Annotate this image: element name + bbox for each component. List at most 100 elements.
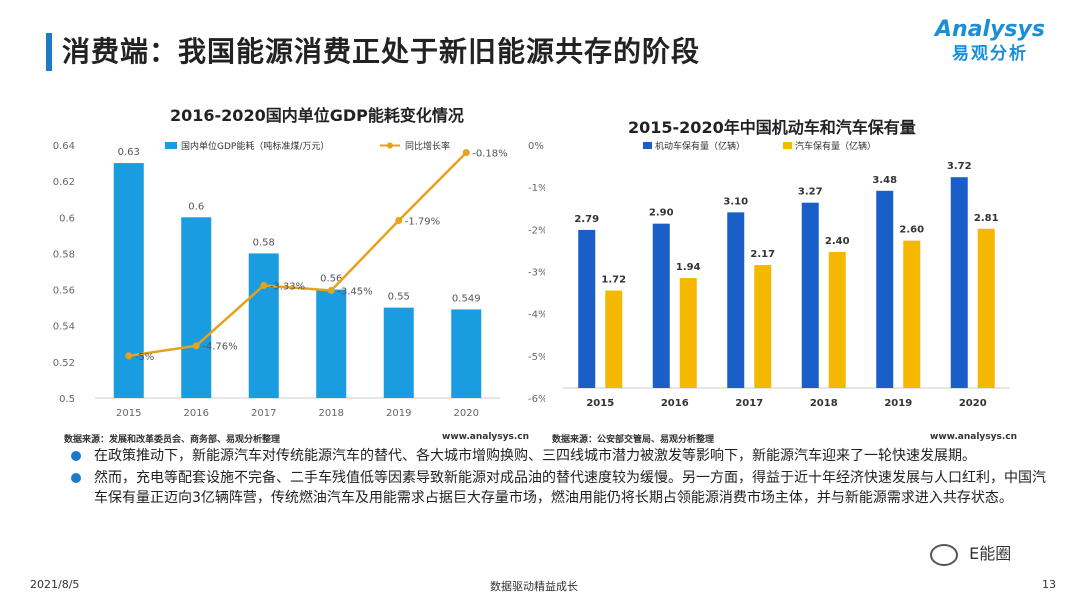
x-tick-label: 2020 bbox=[454, 408, 479, 419]
chart1-gdp-energy: 0.5 0.52 0.54 0.56 0.58 0.6 0.62 0.64 -6% -5% -4% -… bbox=[53, 140, 545, 419]
bullet-item: 在政策推动下，新能源汽车对传统能源汽车的替代、各大城市增购换购、三四线城市潜力被… bbox=[60, 446, 1050, 466]
logo-text-cn: 易观分析 bbox=[952, 44, 1028, 64]
legend-marker bbox=[387, 142, 393, 149]
chart1-title: 2016-2020国内单位GDP能耗变化情况 bbox=[170, 106, 464, 125]
page-title: 消费端：我国能源消费正处于新旧能源共存的阶段 bbox=[62, 35, 701, 68]
bar-car bbox=[679, 278, 697, 388]
x-tick-label: 2015 bbox=[586, 398, 614, 409]
x-tick-label: 2018 bbox=[810, 398, 838, 409]
x-tick-label: 2017 bbox=[735, 398, 763, 409]
bar bbox=[383, 307, 414, 398]
x-tick-label: 2018 bbox=[319, 408, 344, 419]
growth-value-label: -0.18% bbox=[472, 149, 507, 160]
footer-date: 2021/8/5 bbox=[30, 578, 80, 591]
growth-value-label: -5% bbox=[135, 352, 154, 363]
bar-motor-vehicle bbox=[801, 202, 819, 388]
y-tick-label: 0.56 bbox=[53, 286, 75, 297]
bar-value-label: 0.63 bbox=[118, 147, 140, 158]
x-tick-label: 2020 bbox=[959, 398, 987, 409]
bar-value-label: 1.72 bbox=[601, 275, 626, 286]
summary-bullets: 在政策推动下，新能源汽车对传统能源汽车的替代、各大城市增购换购、三四线城市潜力被… bbox=[60, 446, 1050, 510]
bar-motor-vehicle bbox=[652, 223, 670, 388]
growth-point bbox=[462, 149, 470, 157]
y2-tick-label: -6% bbox=[528, 394, 545, 405]
logo-text-en: Analysys bbox=[935, 17, 1045, 42]
bar bbox=[181, 217, 212, 398]
growth-point bbox=[395, 216, 403, 224]
x-tick-label: 2019 bbox=[386, 408, 411, 419]
bar-value-label: 2.90 bbox=[649, 208, 674, 219]
footer-slogan: 数据驱动精益成长 bbox=[490, 580, 578, 593]
footer-page-number: 13 bbox=[1042, 578, 1056, 591]
bar-motor-vehicle bbox=[950, 177, 968, 388]
x-tick-label: 2016 bbox=[661, 398, 689, 409]
growth-value-label: -3.45% bbox=[337, 286, 372, 297]
bar-motor-vehicle bbox=[578, 229, 596, 388]
y2-tick-label: -3% bbox=[528, 268, 545, 279]
legend-label: 同比增长率 bbox=[405, 140, 450, 152]
bar-value-label: 2.81 bbox=[974, 213, 999, 224]
bar-value-label: 0.55 bbox=[388, 292, 410, 303]
y2-tick-label: -4% bbox=[528, 310, 545, 321]
y2-tick-label: -1% bbox=[528, 183, 545, 194]
y-tick-label: 0.58 bbox=[53, 249, 75, 260]
bar-value-label: 1.94 bbox=[676, 262, 701, 273]
bar-motor-vehicle bbox=[727, 212, 745, 388]
bar bbox=[316, 289, 347, 398]
legend-label: 汽车保有量（亿辆） bbox=[795, 140, 876, 152]
bar-car bbox=[903, 240, 921, 388]
chart2-title: 2015-2020年中国机动车和汽车保有量 bbox=[628, 118, 916, 137]
legend-label: 国内单位GDP能耗（吨标准煤/万元） bbox=[181, 140, 329, 152]
bar-value-label: 0.56 bbox=[320, 274, 342, 285]
growth-point bbox=[260, 281, 268, 289]
bar bbox=[451, 309, 482, 398]
bar-value-label: 3.48 bbox=[872, 175, 897, 186]
growth-point bbox=[327, 286, 335, 294]
bar-value-label: 0.58 bbox=[253, 237, 275, 248]
legend-swatch-bar bbox=[165, 142, 177, 149]
x-tick-label: 2017 bbox=[251, 408, 276, 419]
brand-logo: Analysys 易观分析 bbox=[930, 18, 1050, 66]
growth-value-label: -3.33% bbox=[270, 281, 305, 292]
bar-value-label: 3.10 bbox=[723, 196, 748, 207]
y-tick-label: 0.52 bbox=[53, 358, 75, 369]
growth-value-label: -4.76% bbox=[202, 342, 237, 353]
y-tick-label: 0.54 bbox=[53, 322, 75, 333]
bullet-dot-icon bbox=[71, 473, 81, 483]
chart1-site: www.analysys.cn bbox=[442, 432, 530, 442]
growth-line bbox=[128, 151, 468, 358]
chart2-site: www.analysys.cn bbox=[930, 432, 1018, 442]
wechat-label: E能圈 bbox=[969, 544, 1012, 563]
legend-swatch bbox=[783, 142, 792, 149]
y2-tick-label: -5% bbox=[528, 352, 545, 363]
x-tick-label: 2019 bbox=[884, 398, 912, 409]
bar-car bbox=[605, 290, 623, 388]
growth-value-label: -1.79% bbox=[405, 216, 440, 227]
x-tick-label: 2015 bbox=[116, 408, 141, 419]
bar bbox=[248, 253, 279, 398]
growth-point bbox=[192, 342, 200, 350]
bar-motor-vehicle bbox=[876, 190, 894, 388]
bar-value-label: 2.79 bbox=[574, 214, 599, 225]
bar-car bbox=[828, 252, 846, 388]
x-tick-label: 2016 bbox=[184, 408, 209, 419]
bullet-text: 在政策推动下，新能源汽车对传统能源汽车的替代、各大城市增购换购、三四线城市潜力被… bbox=[94, 448, 976, 464]
y2-tick-label: 0% bbox=[528, 141, 544, 152]
bar-value-label: 2.17 bbox=[750, 249, 775, 260]
bar-value-label: 0.549 bbox=[452, 293, 481, 304]
bullet-text: 然而，充电等配套设施不完备、二手车残值低等因素导致新能源对成品油的替代速度较为缓… bbox=[94, 470, 1046, 506]
bullet-dot-icon bbox=[71, 451, 81, 461]
bar-value-label: 2.40 bbox=[825, 236, 850, 247]
y-tick-label: 0.5 bbox=[59, 394, 75, 405]
legend-label: 机动车保有量（亿辆） bbox=[655, 140, 745, 152]
growth-point bbox=[125, 352, 133, 360]
bar-car bbox=[754, 265, 772, 388]
y-tick-label: 0.62 bbox=[53, 177, 75, 188]
y2-tick-label: -2% bbox=[528, 225, 545, 236]
chart2-source: 数据来源：公安部交管局、易观分析整理 bbox=[552, 435, 715, 445]
bar-value-label: 2.60 bbox=[899, 225, 924, 236]
bullet-item: 然而，充电等配套设施不完备、二手车残值低等因素导致新能源对成品油的替代速度较为缓… bbox=[60, 468, 1050, 508]
y-tick-label: 0.64 bbox=[53, 141, 75, 152]
bar-value-label: 3.72 bbox=[947, 161, 972, 172]
wechat-badge: E能圈 bbox=[930, 540, 1011, 566]
